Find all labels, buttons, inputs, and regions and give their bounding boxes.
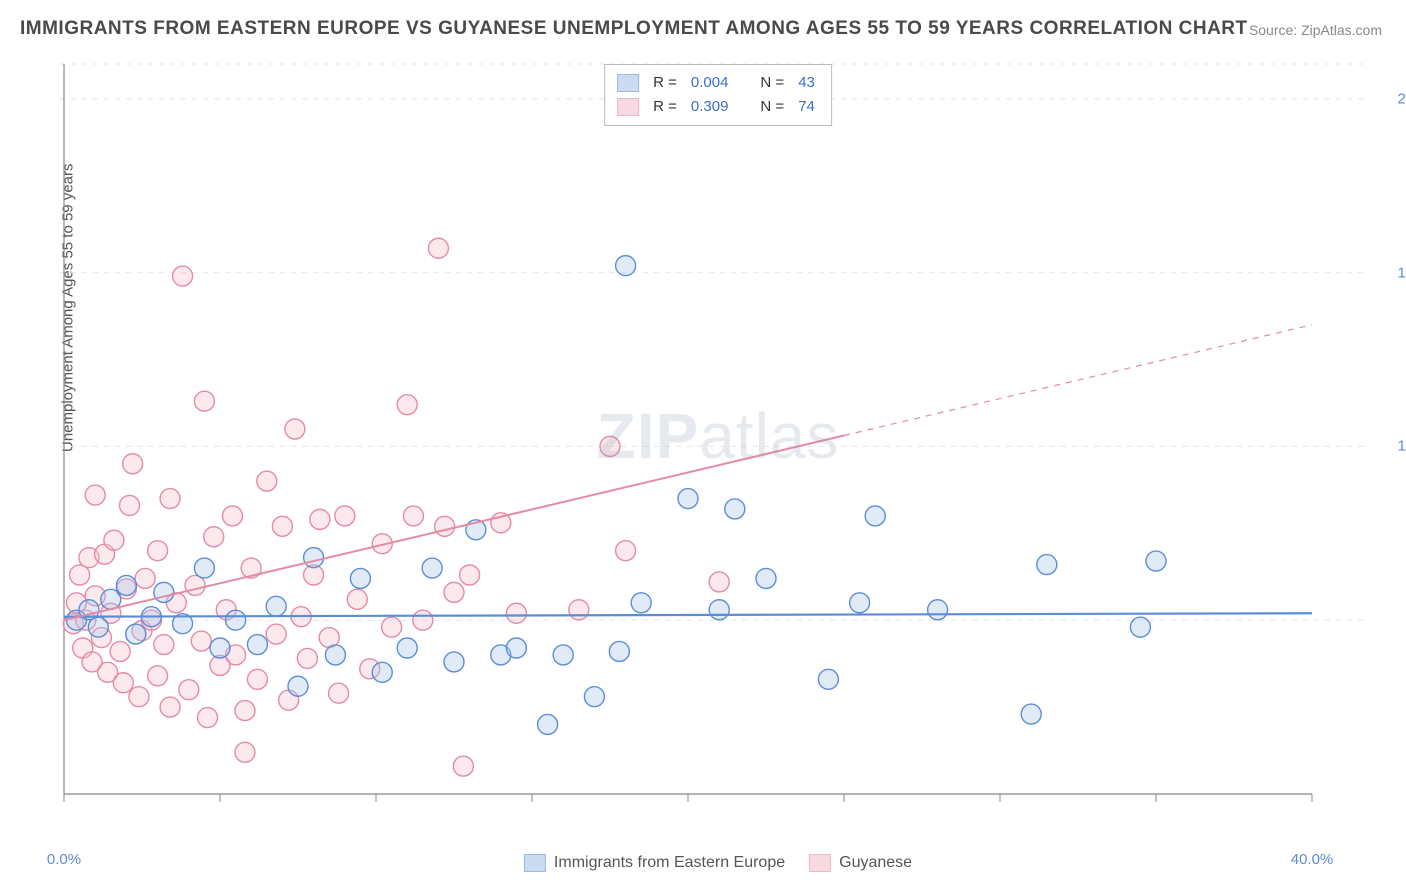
chart-canvas — [58, 62, 1378, 842]
y-tick-label: 15.0% — [1397, 264, 1406, 281]
legend-r-label: R = — [653, 95, 677, 119]
legend-swatch — [809, 854, 831, 872]
legend-n-value: 43 — [798, 71, 815, 95]
legend-n-label: N = — [760, 71, 784, 95]
legend-r-value: 0.309 — [691, 95, 729, 119]
series-legend-item: Immigrants from Eastern Europe — [524, 854, 785, 872]
legend-r-label: R = — [653, 71, 677, 95]
scatter-chart: Unemployment Among Ages 55 to 59 years Z… — [58, 62, 1378, 842]
series-name: Guyanese — [839, 854, 912, 872]
x-tick-label: 0.0% — [47, 851, 81, 868]
legend-swatch — [524, 854, 546, 872]
legend-n-label: N = — [760, 95, 784, 119]
correlation-legend: R = 0.004 N = 43 R = 0.309 N = 74 — [604, 64, 832, 126]
series-name: Immigrants from Eastern Europe — [554, 854, 785, 872]
legend-row: R = 0.004 N = 43 — [617, 71, 819, 95]
chart-title: IMMIGRANTS FROM EASTERN EUROPE VS GUYANE… — [20, 18, 1248, 40]
series-legend: Immigrants from Eastern Europe Guyanese — [524, 854, 912, 872]
legend-row: R = 0.309 N = 74 — [617, 95, 819, 119]
x-tick-label: 40.0% — [1291, 851, 1334, 868]
y-tick-label: 10.0% — [1397, 438, 1406, 455]
legend-n-value: 74 — [798, 95, 815, 119]
legend-r-value: 0.004 — [691, 71, 729, 95]
source-attribution: Source: ZipAtlas.com — [1249, 22, 1382, 38]
legend-swatch — [617, 98, 639, 116]
series-legend-item: Guyanese — [809, 854, 912, 872]
source-prefix: Source: — [1249, 22, 1301, 38]
source-link[interactable]: ZipAtlas.com — [1301, 22, 1382, 38]
legend-swatch — [617, 74, 639, 92]
y-tick-label: 20.0% — [1397, 90, 1406, 107]
